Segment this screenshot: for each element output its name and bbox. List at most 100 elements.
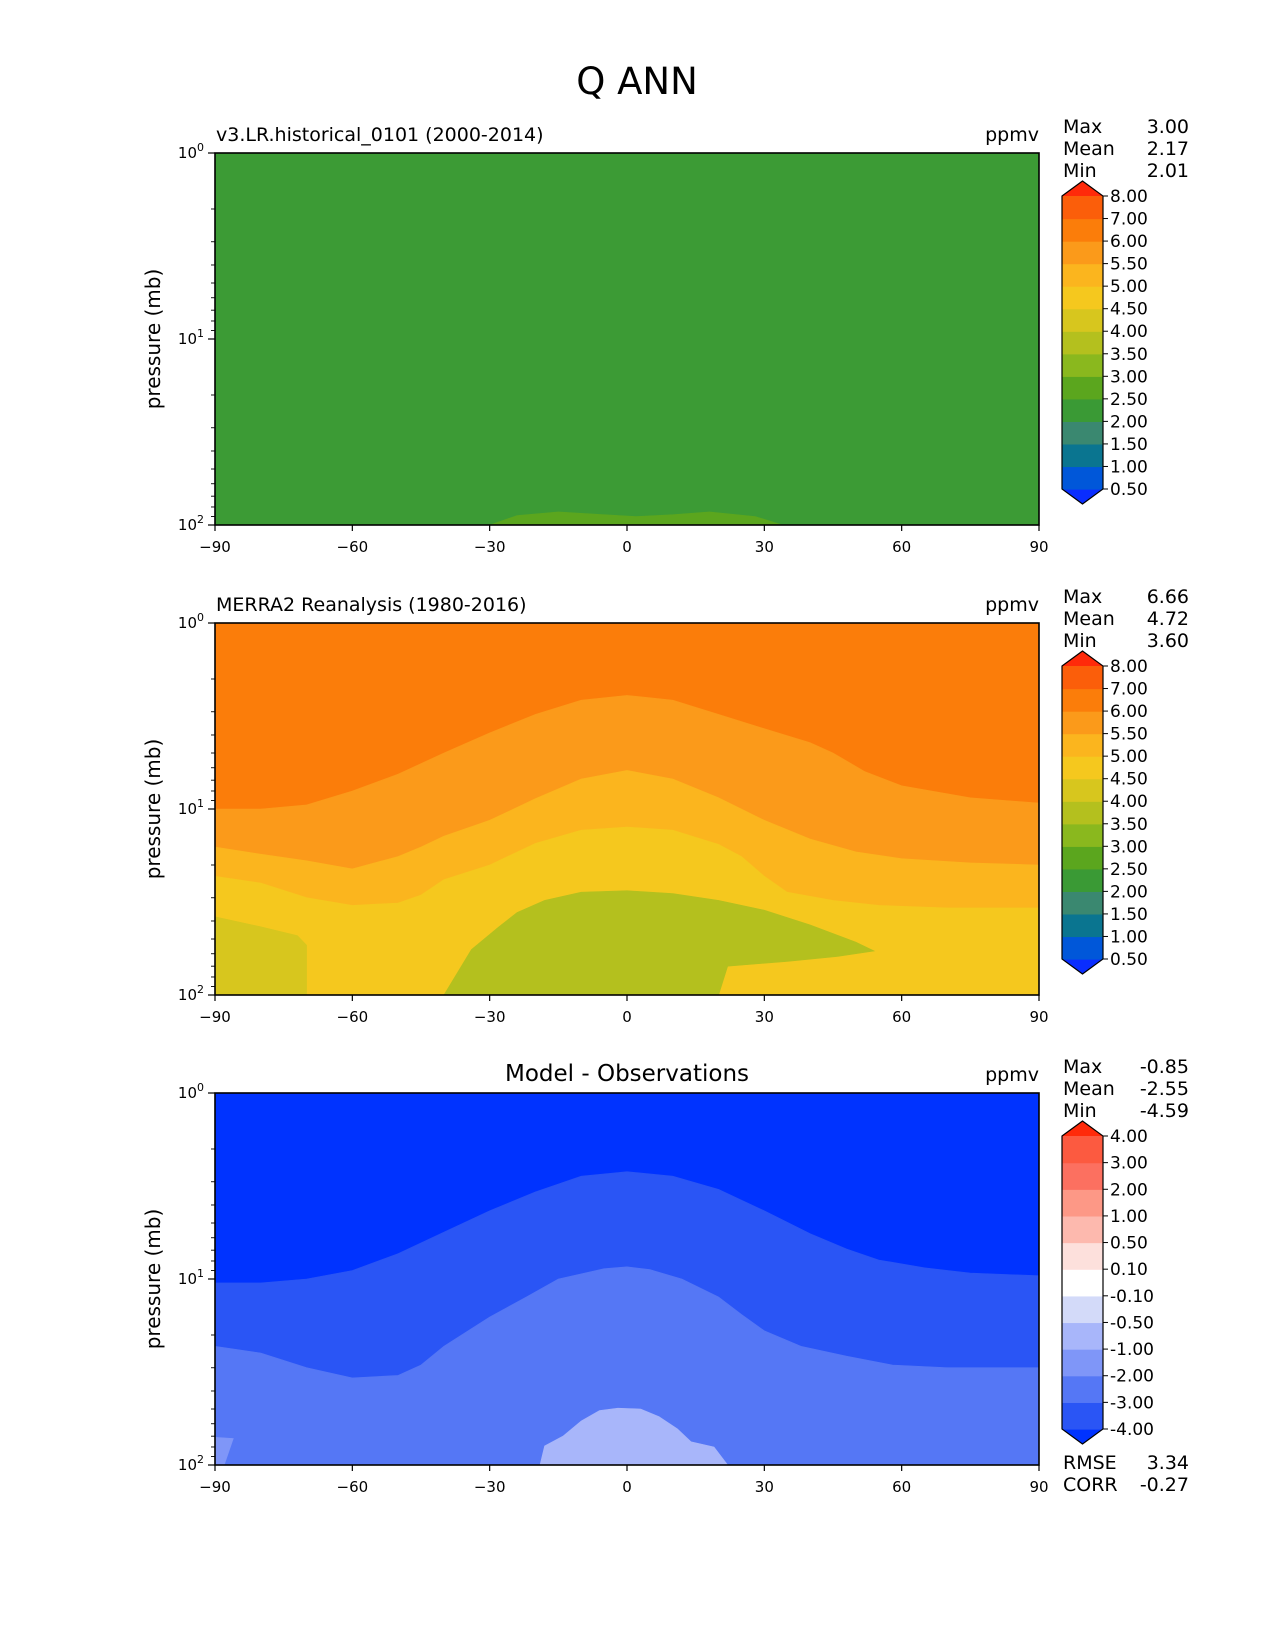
stat-label: Min: [1063, 630, 1097, 652]
colorbar-label: 8.00: [1110, 657, 1148, 677]
stat-value: -2.55: [1140, 1078, 1189, 1100]
stat-value: 3.60: [1147, 630, 1189, 652]
panel-reference: −90 −60 −30 0 30 60 90 100 101 102 pressure (mb) ME…: [141, 586, 1189, 1026]
colorbar-label: 4.00: [1110, 322, 1148, 342]
colorbar-swatch: [1062, 308, 1103, 332]
stat-label: RMSE: [1063, 1452, 1117, 1474]
x-tick-label: 90: [1029, 538, 1048, 556]
colorbar-extend-top: [1062, 181, 1103, 196]
colorbar-label: -0.10: [1110, 1287, 1154, 1307]
stat-label: Mean: [1063, 138, 1115, 160]
colorbar-swatch: [1062, 936, 1103, 960]
colorbar-swatch: [1062, 1402, 1103, 1430]
colorbar-label: 0.10: [1110, 1260, 1148, 1280]
x-tick-label: −90: [199, 1478, 231, 1496]
colorbar-swatch: [1062, 1136, 1103, 1164]
colorbar-label: -2.00: [1110, 1367, 1154, 1387]
colorbar-label: 6.00: [1110, 702, 1148, 722]
y-axis: 100 101 102: [178, 1081, 215, 1474]
contour-level: [215, 1266, 1039, 1465]
colorbar-label: 2.50: [1110, 860, 1148, 880]
stat-label: Min: [1063, 160, 1097, 182]
x-tick-label: −30: [474, 1478, 506, 1496]
x-axis: −90 −60 −30 0 30 60 90: [199, 525, 1049, 556]
stat-value: 4.72: [1147, 608, 1189, 630]
colorbar-label: -3.00: [1110, 1393, 1154, 1413]
colorbar-label: 4.00: [1110, 792, 1148, 812]
colorbar-swatch: [1062, 263, 1103, 287]
colorbar-swatch: [1062, 666, 1103, 690]
colorbar-swatch: [1062, 1242, 1103, 1270]
contour-level: [215, 1436, 234, 1465]
x-tick-label: 30: [755, 1008, 774, 1026]
y-tick-label: 101: [178, 797, 204, 818]
x-tick-label: −90: [199, 538, 231, 556]
stat-value: -0.27: [1140, 1474, 1189, 1496]
colorbar-label: 1.50: [1110, 905, 1148, 925]
stat-value: -0.85: [1140, 1056, 1189, 1078]
x-tick-label: −60: [337, 1478, 369, 1496]
colorbar-swatch: [1062, 823, 1103, 847]
x-tick-label: 60: [892, 1478, 911, 1496]
colorbar-swatch: [1062, 1295, 1103, 1324]
colorbar-swatch: [1062, 1269, 1103, 1297]
stat-value: -4.59: [1140, 1100, 1189, 1122]
contour-level: [489, 511, 783, 525]
colorbar-swatch: [1062, 891, 1103, 915]
colorbar-label: 5.00: [1110, 277, 1148, 297]
contour-level: [539, 1407, 729, 1465]
contour-field: [215, 153, 1039, 525]
panel-title: MERRA2 Reanalysis (1980-2016): [216, 594, 527, 616]
contour-level: [215, 153, 1039, 525]
x-tick-label: 60: [892, 538, 911, 556]
colorbar-label: 3.00: [1110, 367, 1148, 387]
colorbar-swatch: [1062, 443, 1103, 468]
x-tick-label: 30: [755, 538, 774, 556]
colorbar-label: 1.00: [1110, 1207, 1148, 1227]
colorbar-swatch: [1062, 1189, 1103, 1217]
units-label: ppmv: [985, 1064, 1039, 1086]
panel-title: Model - Observations: [505, 1061, 749, 1087]
y-tick-label: 101: [178, 1267, 204, 1288]
panel-title: v3.LR.historical_0101 (2000-2014): [216, 124, 544, 146]
y-tick-label: 102: [178, 513, 204, 534]
colorbar-label: 2.50: [1110, 390, 1148, 410]
x-tick-label: 0: [622, 1008, 632, 1026]
colorbar-label: 3.50: [1110, 815, 1148, 835]
colorbar-label: 4.50: [1110, 770, 1148, 790]
colorbar: 8.00 7.006.00 5.505.00 4.504.00 3.503.00 2.50…: [1061, 180, 1148, 505]
y-tick-label: 100: [178, 141, 204, 162]
colorbar-label: -4.00: [1110, 1420, 1154, 1440]
colorbar-swatch: [1062, 466, 1103, 490]
colorbar-label: 7.00: [1110, 680, 1148, 700]
colorbar-extend-bottom: [1062, 959, 1103, 974]
colorbar-label: 4.00: [1110, 1127, 1148, 1147]
colorbar-swatch: [1062, 868, 1103, 892]
x-tick-label: 0: [622, 1478, 632, 1496]
colorbar-swatch: [1062, 196, 1103, 220]
x-tick-label: −30: [474, 538, 506, 556]
colorbar-label: 5.00: [1110, 747, 1148, 767]
colorbar-extend-bottom: [1062, 489, 1103, 504]
colorbar-label: 1.00: [1110, 457, 1148, 477]
panel-difference: −90 −60 −30 0 30 60 90 100 101 102 pressure (mb) Mo…: [141, 1056, 1189, 1496]
contour-level: [215, 916, 307, 995]
stat-value: 6.66: [1147, 586, 1189, 608]
x-tick-label: −60: [337, 1008, 369, 1026]
stat-value: 2.01: [1147, 160, 1189, 182]
stats-box: Max -0.85 Mean -2.55 Min -4.59 RMSE 3.34 CORR -0.…: [1063, 1056, 1189, 1496]
colorbar-label: 2.00: [1110, 882, 1148, 902]
colorbar-swatch: [1062, 778, 1103, 802]
colorbar-swatch: [1062, 421, 1103, 445]
colorbar-label: 1.50: [1110, 435, 1148, 455]
panel-model: −90 −60 −30 0 30 60 90 100 101 102 pressure (mb) v3…: [141, 116, 1189, 556]
colorbar-label: 4.50: [1110, 300, 1148, 320]
x-tick-label: −30: [474, 1008, 506, 1026]
stat-label: Min: [1063, 1100, 1097, 1122]
units-label: ppmv: [985, 594, 1039, 616]
colorbar-label: 7.00: [1110, 210, 1148, 230]
y-tick-label: 100: [178, 1081, 204, 1102]
colorbar-label: 1.00: [1110, 927, 1148, 947]
stat-value: 3.00: [1147, 116, 1189, 138]
colorbar: 4.00 3.00 2.00 1.00 0.50 0.10 -0.10 -0.50 -1.00 -…: [1061, 1120, 1154, 1445]
